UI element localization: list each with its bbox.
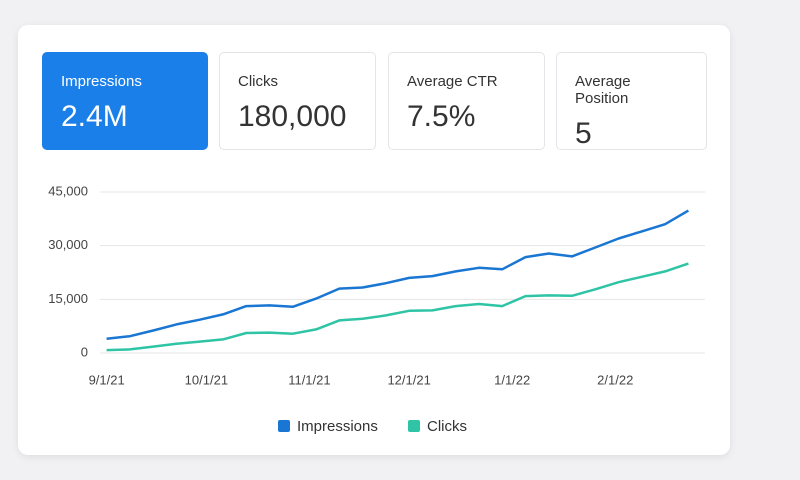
series-line (106, 262, 689, 352)
legend-label: Impressions (297, 418, 378, 435)
metric-value: 7.5% (407, 100, 476, 133)
metric-label: Clicks (238, 73, 278, 90)
metric-card[interactable]: Clicks 180,000 (219, 52, 376, 150)
x-tick-label: 11/1/21 (288, 372, 330, 387)
legend-swatch (408, 420, 420, 432)
y-tick-label: 0 (81, 344, 88, 359)
metric-card[interactable]: Average Position 5 (556, 52, 707, 150)
legend-swatch (278, 420, 290, 432)
x-tick-label: 2/1/22 (597, 372, 633, 387)
metric-label: Average Position (575, 73, 631, 107)
metric-label: Average CTR (407, 73, 498, 90)
x-tick-label: 9/1/21 (89, 372, 125, 387)
x-tick-label: 12/1/21 (387, 372, 430, 387)
metric-label: Impressions (61, 73, 142, 90)
metric-value: 180,000 (238, 100, 347, 133)
metric-card[interactable]: Average CTR 7.5% (388, 52, 545, 150)
y-tick-label: 15,000 (48, 291, 88, 306)
x-tick-label: 1/1/22 (494, 372, 530, 387)
legend-label: Clicks (427, 418, 467, 435)
y-tick-label: 45,000 (48, 183, 88, 198)
metric-card[interactable]: Impressions 2.4M (42, 52, 208, 150)
series-line (106, 209, 690, 340)
y-tick-label: 30,000 (48, 237, 88, 252)
metric-value: 2.4M (61, 100, 128, 133)
x-tick-label: 10/1/21 (185, 372, 228, 387)
metric-value: 5 (575, 117, 592, 150)
